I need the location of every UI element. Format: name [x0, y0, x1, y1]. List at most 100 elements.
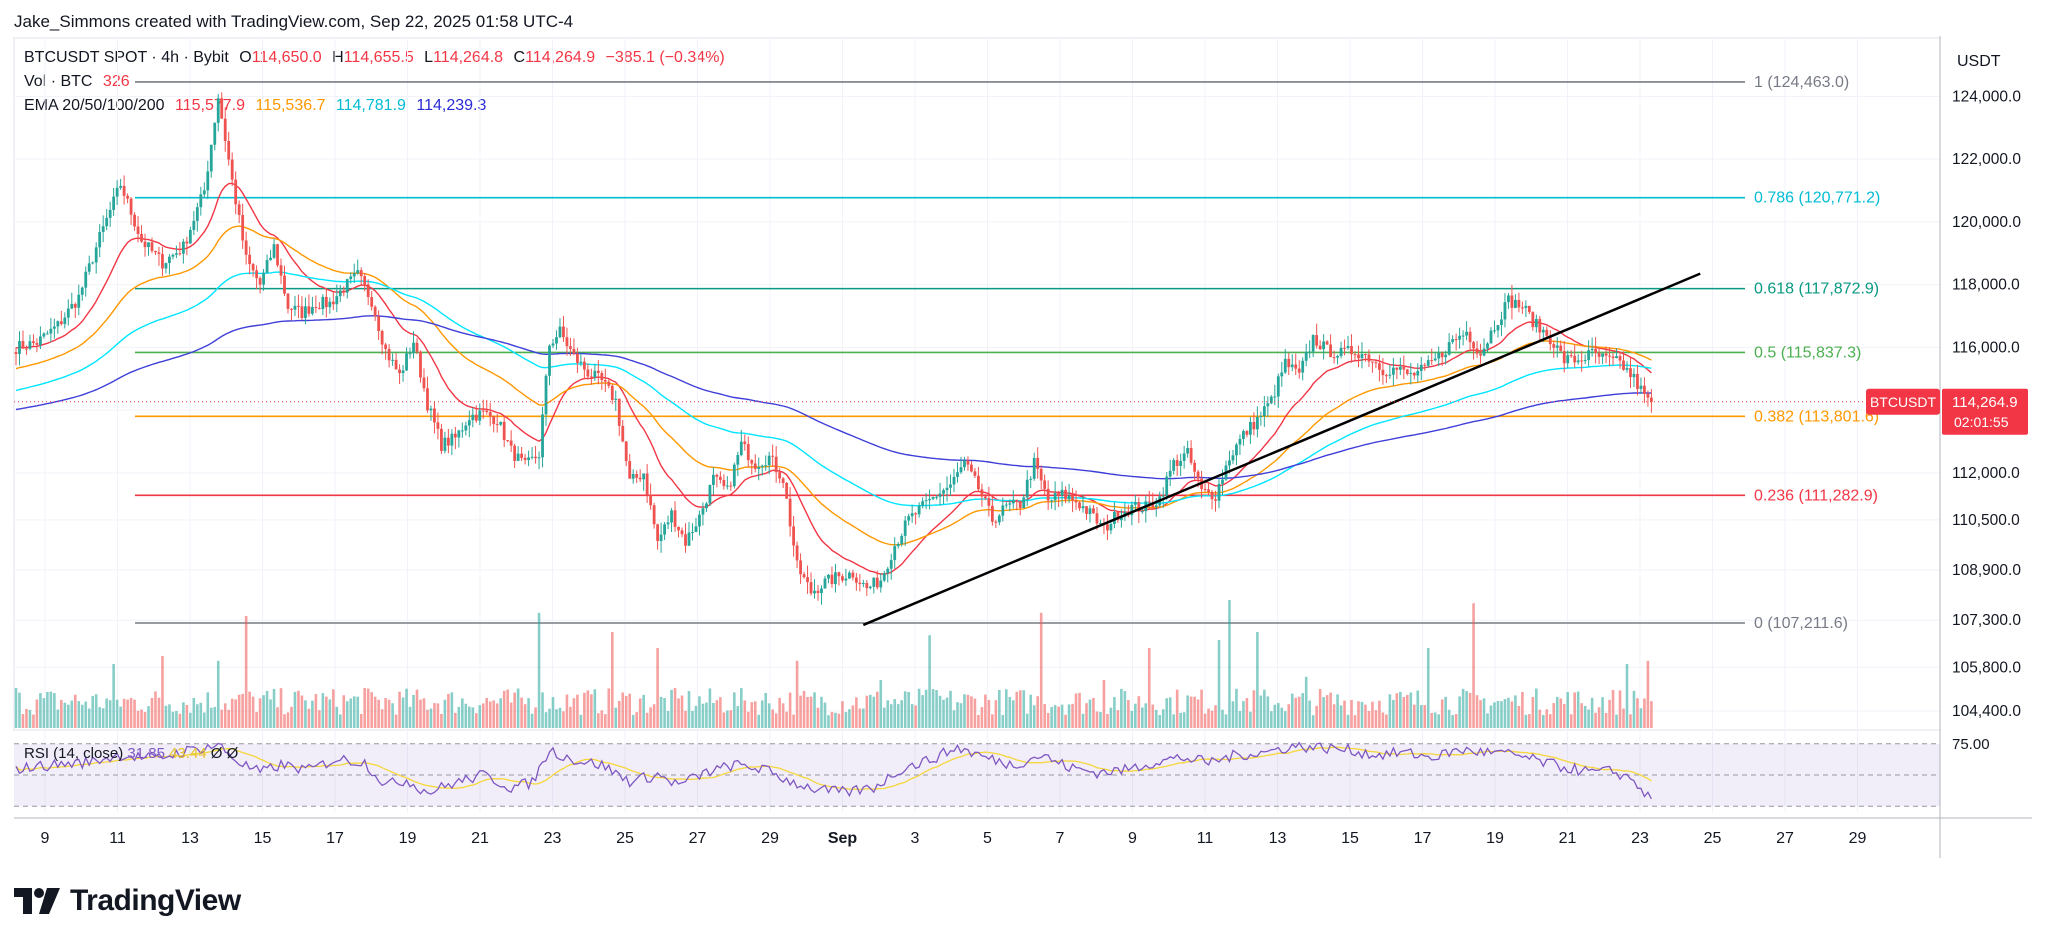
candle-body — [1214, 499, 1217, 501]
candle-body — [757, 467, 761, 469]
volume-bar — [610, 632, 614, 728]
candle-body — [426, 388, 429, 411]
volume-bar — [398, 691, 401, 728]
candle-body — [1601, 353, 1604, 357]
candle-body — [366, 284, 370, 298]
volume-bar — [377, 699, 380, 728]
candle-body — [1154, 505, 1158, 507]
candle-body — [691, 532, 694, 534]
volume-bar — [1548, 714, 1552, 728]
candle-body — [126, 195, 129, 199]
candle-body — [1231, 455, 1235, 461]
candle-body — [1273, 396, 1277, 398]
candle-body — [94, 247, 98, 263]
volume-bar — [1514, 695, 1517, 728]
volume-bar — [1583, 705, 1587, 728]
candle-body — [624, 441, 628, 462]
candle-body — [841, 576, 844, 581]
rsi-line — [15, 741, 1652, 800]
candle-body — [290, 308, 293, 310]
volume-bar — [464, 703, 468, 728]
candle-body — [1583, 360, 1587, 362]
volume-bar — [1489, 705, 1493, 728]
volume-bar — [405, 688, 408, 728]
volume-bar — [161, 656, 164, 728]
candle-body — [363, 276, 367, 285]
volume-bar — [1182, 712, 1186, 728]
time-tick-label: 17 — [326, 830, 344, 847]
candle-body — [893, 546, 897, 561]
candle-body — [750, 460, 754, 464]
volume-bar — [865, 695, 869, 728]
candle-body — [558, 326, 562, 338]
tradingview-brand[interactable]: TradingView — [14, 884, 241, 918]
volume-bar — [1224, 714, 1228, 728]
candle-body — [638, 477, 642, 480]
ohlc-open-label: O — [239, 49, 252, 66]
candle-body — [1290, 364, 1294, 368]
time-tick-label: 27 — [689, 830, 707, 847]
time-tick-label: 25 — [616, 830, 634, 847]
volume-bar — [408, 706, 412, 728]
candle-body — [656, 524, 660, 542]
candle-body — [834, 572, 837, 585]
volume-bar — [1608, 699, 1611, 728]
candle-body — [635, 474, 639, 478]
candle-body — [1447, 342, 1451, 355]
volume-bar — [366, 688, 370, 728]
volume-bar — [1601, 697, 1604, 728]
symbol-name[interactable]: BTCUSDT SPOT · 4h · Bybit — [24, 49, 229, 66]
candle-body — [14, 352, 18, 354]
candle-body — [666, 522, 670, 525]
volume-bar — [436, 703, 440, 728]
volume-bar — [429, 708, 433, 728]
candle-body — [380, 330, 384, 345]
candle-body — [52, 326, 56, 329]
volume-bar — [1622, 708, 1625, 728]
volume-label[interactable]: Vol · BTC — [24, 73, 93, 90]
volume-bar — [952, 710, 956, 728]
volume-bar — [1078, 692, 1081, 728]
candle-body — [164, 263, 168, 269]
volume-bar — [356, 696, 360, 728]
rsi-legend-part-2: 43.44 — [165, 745, 207, 762]
candle-body — [352, 273, 356, 277]
candle-body — [900, 535, 904, 545]
volume-bar — [1123, 691, 1127, 728]
candle-body — [799, 560, 802, 575]
candle-body — [774, 456, 778, 473]
volume-bar — [1141, 707, 1144, 728]
candle-body — [1412, 372, 1416, 376]
candle-body — [412, 342, 415, 354]
candle-body — [743, 441, 747, 445]
volume-bar — [87, 708, 91, 728]
price-tick-label: 118,000.0 — [1952, 277, 2020, 294]
trendline-group — [14, 272, 1940, 627]
volume-bar — [1203, 713, 1207, 728]
volume-bar — [1343, 700, 1346, 728]
ema-label[interactable]: EMA 20/50/100/200 — [24, 97, 165, 114]
volume-bar — [244, 616, 248, 728]
candle-body — [1468, 331, 1472, 343]
candle-body — [1088, 508, 1092, 514]
candle-body — [1482, 348, 1486, 356]
candle-body — [813, 590, 816, 594]
volume-bar — [42, 698, 46, 728]
price-tick-label: 108,900.0 — [1952, 562, 2021, 579]
price-tick-label: 105,800.0 — [1952, 659, 2021, 676]
candle-body — [1032, 457, 1036, 479]
candle-body — [112, 196, 116, 210]
candle-body — [433, 408, 436, 423]
volume-bar — [150, 697, 154, 728]
volume-bar — [1144, 703, 1148, 728]
candle-body — [195, 207, 199, 221]
candle-body — [25, 348, 28, 350]
candle-body — [1353, 354, 1357, 356]
volume-bar — [1015, 691, 1019, 728]
volume-bar — [1569, 714, 1573, 728]
candle-body — [1057, 493, 1061, 496]
volume-bar — [171, 711, 175, 728]
volume-bar — [1005, 689, 1008, 728]
volume-bar — [889, 704, 893, 728]
